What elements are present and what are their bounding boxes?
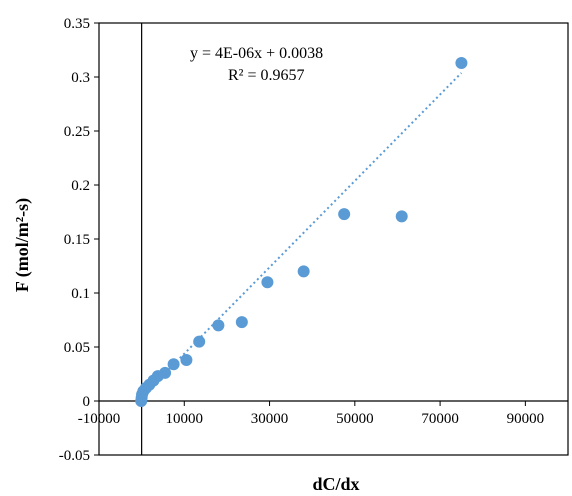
y-tick-label: 0.3 bbox=[71, 70, 90, 86]
y-tick-label: -0.05 bbox=[59, 448, 90, 464]
y-tick-label: 0.15 bbox=[64, 232, 90, 248]
data-point bbox=[455, 56, 468, 69]
r-squared-label: R² = 0.9657 bbox=[228, 67, 305, 84]
data-point bbox=[193, 335, 206, 348]
x-tick-label: 70000 bbox=[421, 411, 459, 427]
y-tick-label: 0.1 bbox=[71, 286, 90, 302]
data-point bbox=[395, 210, 408, 223]
data-point bbox=[235, 316, 248, 329]
data-point bbox=[261, 276, 274, 289]
data-point bbox=[338, 208, 351, 221]
x-tick-label: -10000 bbox=[78, 411, 121, 427]
x-tick-label: 90000 bbox=[507, 411, 545, 427]
y-tick-label: 0.05 bbox=[64, 340, 90, 356]
x-axis-ticks: -10000 10000 30000 50000 70000 90000 bbox=[78, 401, 544, 427]
y-tick-label: 0.2 bbox=[71, 178, 90, 194]
trendline-equation: y = 4E-06x + 0.0038 bbox=[190, 45, 323, 62]
data-point bbox=[159, 366, 172, 379]
y-tick-label: 0 bbox=[83, 394, 91, 410]
data-point bbox=[180, 353, 193, 366]
y-axis-title: F (mol/m²-s) bbox=[12, 198, 33, 292]
data-points-layer bbox=[135, 56, 468, 407]
y-axis-ticks: -0.05 0 0.05 0.1 0.15 0.2 0.25 0.3 0.35 bbox=[59, 16, 99, 464]
x-axis-title: dC/dx bbox=[312, 474, 359, 494]
y-tick-label: 0.35 bbox=[64, 16, 90, 32]
y-tick-label: 0.25 bbox=[64, 124, 90, 140]
x-tick-label: 30000 bbox=[251, 411, 289, 427]
data-point bbox=[212, 319, 225, 332]
data-point bbox=[167, 358, 180, 371]
x-tick-label: 50000 bbox=[336, 411, 374, 427]
data-point bbox=[297, 265, 310, 278]
x-tick-label: 10000 bbox=[166, 411, 204, 427]
